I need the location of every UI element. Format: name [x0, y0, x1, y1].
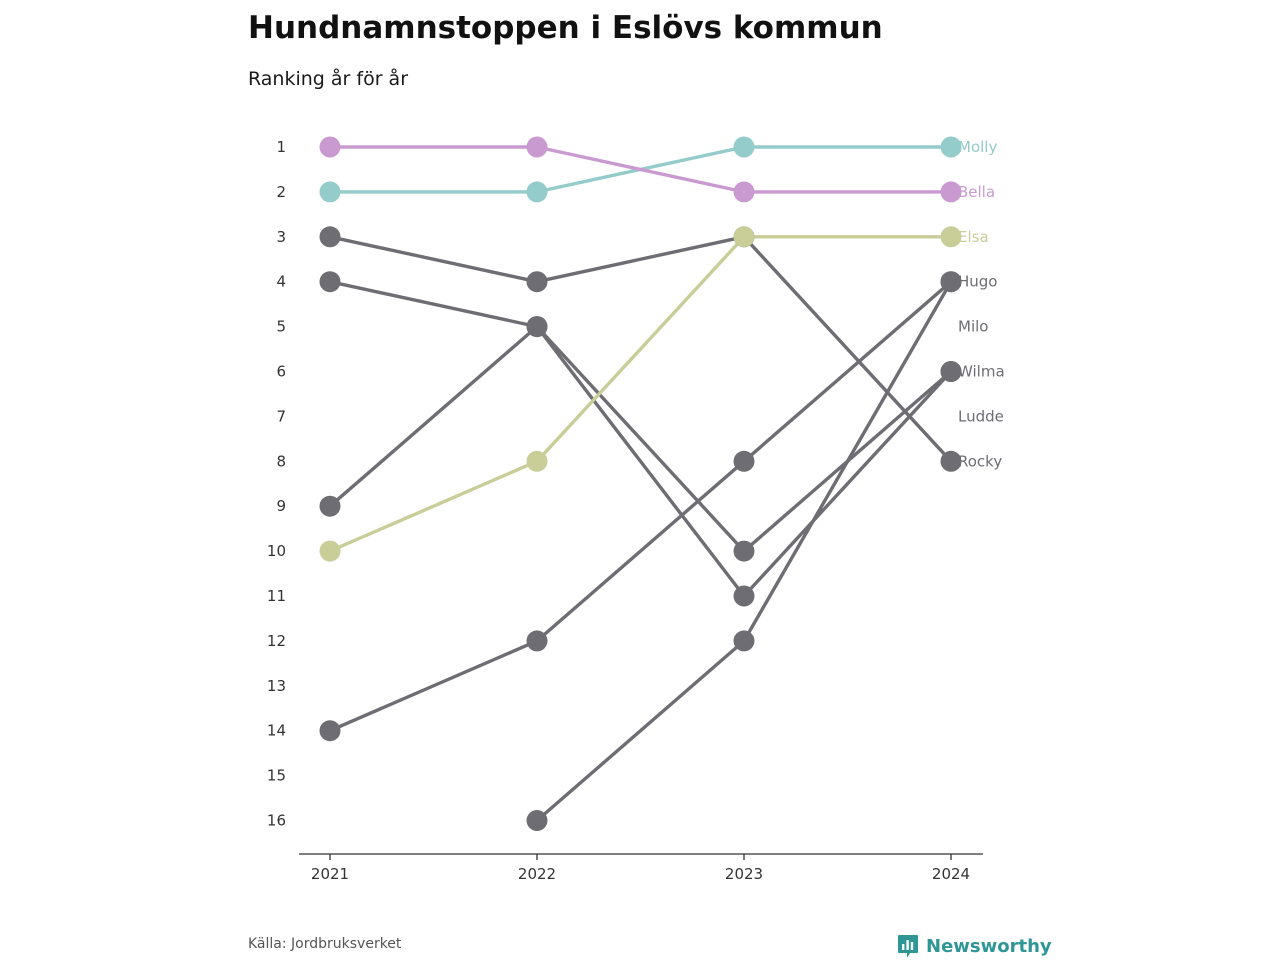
end-label-wilma: Wilma — [958, 363, 1005, 381]
chart-subtitle: Ranking år för år — [248, 68, 409, 90]
y-tick-label-4: 4 — [276, 273, 286, 291]
bar-chart-speech-bubble-icon — [898, 935, 918, 958]
series-line-milo — [328, 280, 953, 733]
y-tick-label-12: 12 — [267, 632, 286, 650]
point-elsa-2021[interactable] — [319, 540, 341, 562]
point-ludde-2024[interactable] — [940, 361, 962, 382]
chart-title: Hundnamnstoppen i Eslövs kommun — [248, 10, 883, 46]
end-label-ludde: Ludde — [958, 407, 1004, 425]
series-lines — [328, 145, 953, 823]
series-end-labels: Molly Bella Elsa Hugo Milo Wilma Ludde Rocky — [958, 138, 1005, 470]
brand-name: Newsworthy — [926, 935, 1052, 957]
x-tick-label-2023: 2023 — [725, 865, 763, 883]
point-molly-2021[interactable] — [319, 181, 341, 203]
point-milo-2021[interactable] — [319, 720, 341, 742]
point-bella-2023[interactable] — [733, 181, 755, 203]
y-tick-label-16: 16 — [267, 812, 286, 830]
point-wilma-2023[interactable] — [733, 540, 755, 562]
x-tick-label-2021: 2021 — [311, 865, 349, 883]
y-tick-label-9: 9 — [276, 497, 286, 515]
y-tick-label-3: 3 — [276, 228, 286, 246]
series-line-elsa — [328, 235, 953, 553]
point-molly-2023[interactable] — [733, 136, 755, 158]
point-wilma-2021[interactable] — [319, 495, 341, 517]
point-ludde-2023[interactable] — [733, 585, 755, 607]
point-milo-2023[interactable] — [733, 450, 755, 472]
point-bella-2021[interactable] — [319, 136, 341, 158]
series-line-wilma — [328, 324, 953, 553]
point-molly-2022[interactable] — [526, 181, 548, 203]
end-label-hugo: Hugo — [958, 273, 998, 291]
y-tick-label-1: 1 — [276, 138, 286, 156]
point-ludde-2022[interactable] — [526, 316, 548, 338]
y-tick-label-11: 11 — [267, 587, 286, 605]
y-tick-label-15: 15 — [267, 767, 286, 785]
brand-logo[interactable]: Newsworthy — [897, 932, 1052, 960]
point-ludde-2021[interactable] — [319, 271, 341, 293]
point-rocky-2024[interactable] — [940, 450, 962, 472]
point-rocky-2021[interactable] — [319, 226, 341, 248]
y-tick-label-14: 14 — [267, 722, 286, 740]
series-line-rocky — [328, 235, 953, 463]
point-hugo-2022[interactable] — [526, 810, 548, 831]
end-label-milo: Milo — [958, 318, 988, 336]
point-elsa-2022[interactable] — [526, 450, 548, 472]
point-elsa-2023[interactable] — [733, 226, 755, 248]
point-rocky-2022[interactable] — [526, 271, 548, 293]
point-molly-2024[interactable] — [940, 136, 962, 158]
x-axis: 2021 2022 2023 2024 — [299, 853, 983, 883]
point-elsa-2024[interactable] — [940, 226, 962, 248]
y-tick-label-2: 2 — [276, 183, 286, 201]
source-note: Källa: Jordbruksverket — [248, 936, 402, 952]
end-label-rocky: Rocky — [958, 452, 1002, 470]
point-bella-2024[interactable] — [940, 181, 962, 203]
end-label-molly: Molly — [958, 138, 997, 156]
series-line-bella — [328, 145, 953, 194]
y-tick-label-13: 13 — [267, 677, 286, 695]
y-tick-label-7: 7 — [276, 407, 286, 425]
y-tick-label-6: 6 — [276, 363, 286, 381]
series-points — [319, 136, 962, 831]
point-hugo-2023[interactable] — [733, 630, 755, 652]
y-tick-label-8: 8 — [276, 452, 286, 470]
series-line-ludde — [328, 280, 953, 598]
x-tick-label-2022: 2022 — [518, 865, 556, 883]
point-bella-2022[interactable] — [526, 136, 548, 158]
y-tick-label-5: 5 — [276, 318, 286, 336]
end-label-elsa: Elsa — [958, 228, 989, 246]
point-milo-2022[interactable] — [526, 630, 548, 652]
x-tick-label-2024: 2024 — [932, 865, 970, 883]
point-milo-2024[interactable] — [940, 271, 962, 293]
end-label-bella: Bella — [958, 183, 995, 201]
y-tick-label-10: 10 — [267, 542, 286, 560]
